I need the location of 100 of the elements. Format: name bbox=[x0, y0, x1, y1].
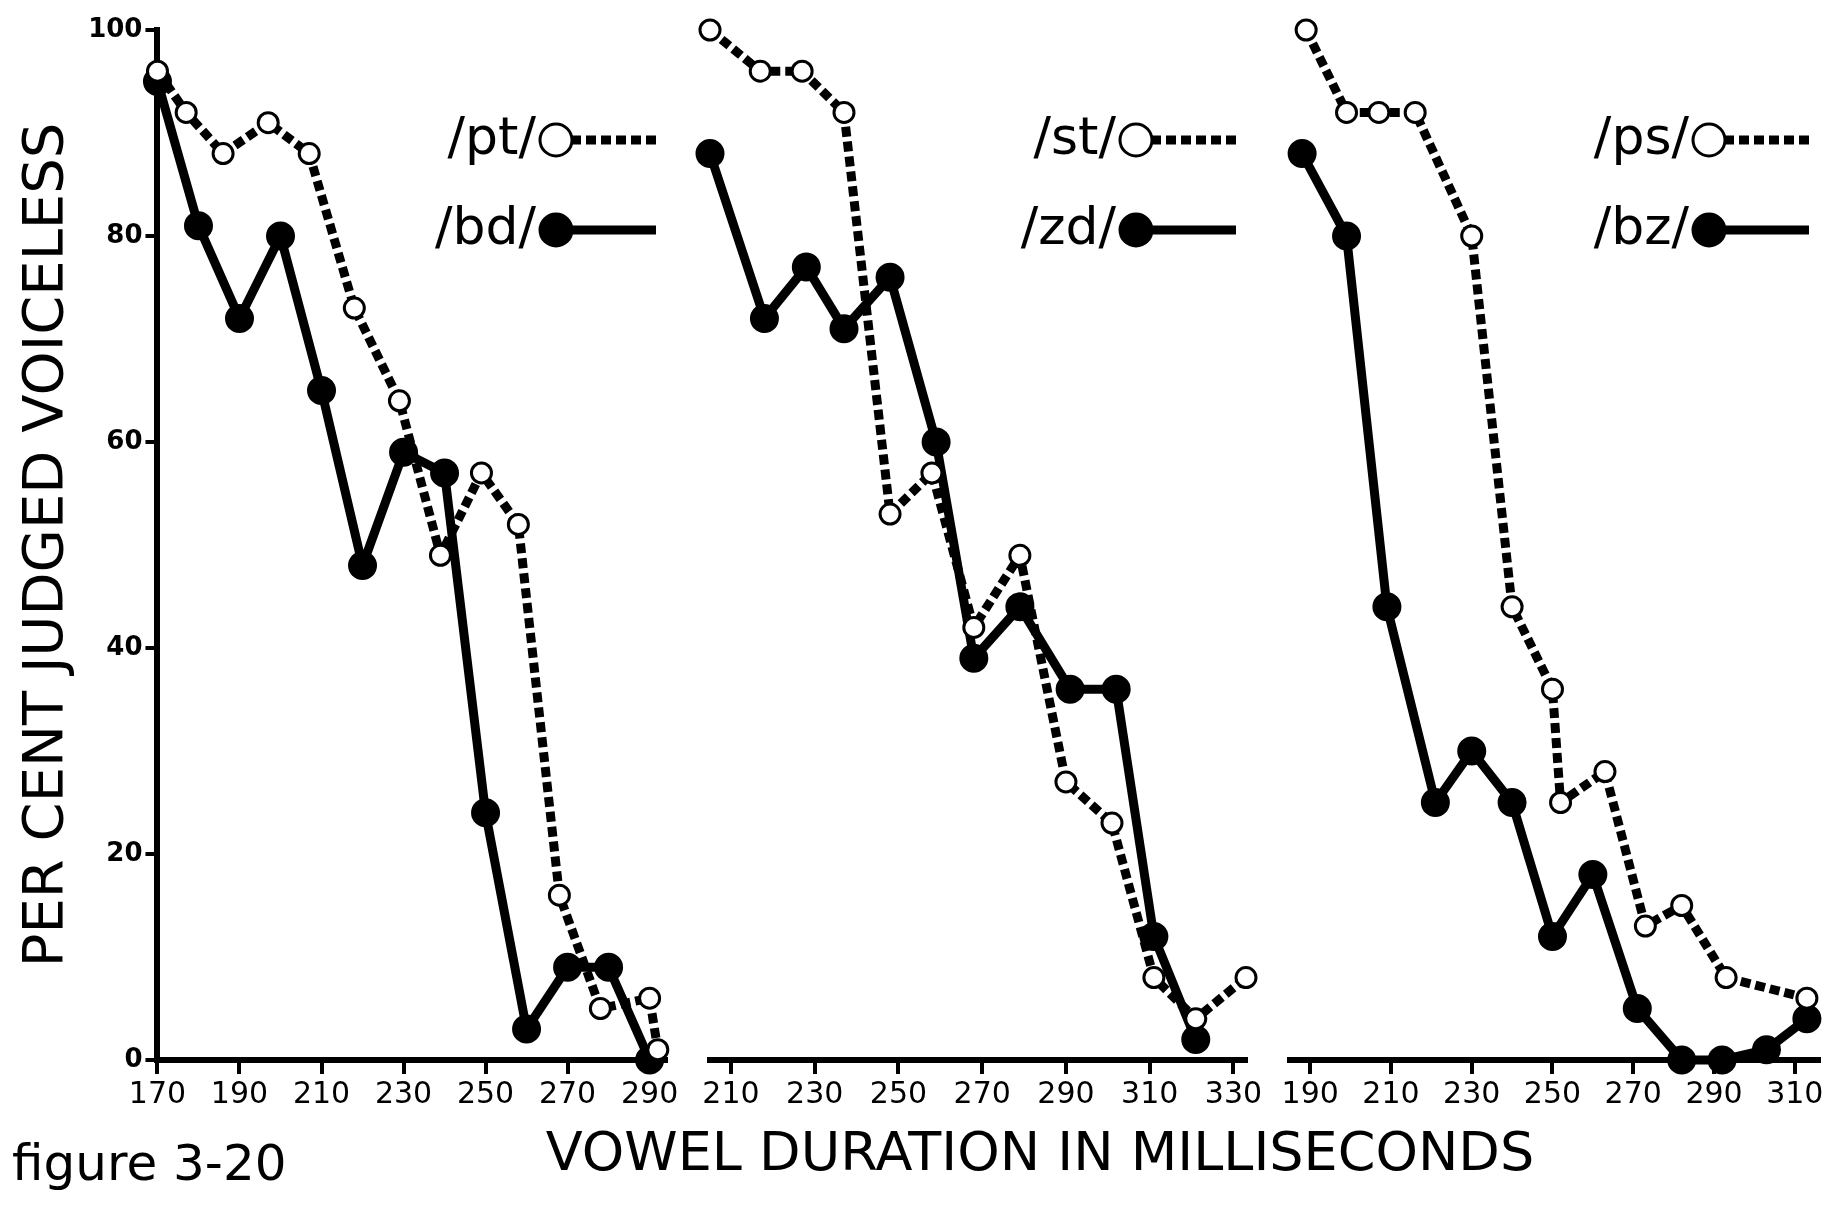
legend-label: /bz/ bbox=[1593, 195, 1690, 256]
x-tick-label: 290 bbox=[620, 1074, 679, 1110]
point bbox=[829, 314, 859, 344]
legend-label: /bd/ bbox=[434, 195, 537, 256]
point bbox=[1549, 791, 1573, 814]
point bbox=[428, 543, 452, 567]
y-tick-label: 60 bbox=[106, 424, 143, 455]
point bbox=[512, 1014, 542, 1044]
point bbox=[387, 389, 411, 413]
point bbox=[1714, 966, 1738, 990]
point bbox=[1578, 860, 1608, 890]
point bbox=[1667, 1045, 1697, 1075]
point bbox=[1100, 811, 1124, 835]
point bbox=[875, 262, 905, 292]
point bbox=[1622, 994, 1652, 1023]
point bbox=[1335, 100, 1359, 124]
x-tick-label: 210 bbox=[702, 1074, 760, 1110]
point bbox=[832, 100, 856, 124]
point bbox=[256, 111, 280, 135]
point bbox=[1403, 100, 1427, 124]
point bbox=[1460, 224, 1484, 248]
point bbox=[430, 458, 460, 488]
caption: figure 3-20 bbox=[12, 1133, 287, 1192]
x-tick-label: 170 bbox=[128, 1074, 187, 1110]
point bbox=[211, 142, 235, 166]
x-tick-label: 270 bbox=[953, 1074, 1011, 1110]
legend-label: /zd/ bbox=[1020, 195, 1117, 256]
point bbox=[297, 142, 321, 166]
point bbox=[878, 502, 902, 526]
point bbox=[695, 139, 725, 169]
point bbox=[1633, 914, 1657, 938]
point bbox=[1234, 966, 1258, 990]
x-tick-label: 250 bbox=[1523, 1074, 1582, 1110]
point bbox=[749, 303, 779, 333]
legend-label: /ps/ bbox=[1593, 105, 1690, 166]
point bbox=[1142, 966, 1166, 990]
point bbox=[1372, 592, 1402, 622]
point bbox=[183, 211, 213, 241]
point bbox=[1537, 921, 1567, 951]
point bbox=[920, 461, 944, 485]
point bbox=[1287, 139, 1317, 169]
point bbox=[224, 303, 254, 333]
point bbox=[1367, 100, 1391, 124]
point bbox=[174, 100, 198, 124]
y-tick-label: 100 bbox=[88, 12, 143, 43]
point bbox=[342, 296, 366, 320]
x-tick-label: 230 bbox=[1443, 1074, 1501, 1110]
point bbox=[547, 883, 571, 907]
y-axis-title: PER CENT JUDGED VOICELESS bbox=[10, 122, 76, 968]
point bbox=[506, 512, 530, 536]
point bbox=[1670, 894, 1694, 917]
point bbox=[1500, 595, 1524, 619]
point bbox=[638, 986, 662, 1010]
point bbox=[1184, 1007, 1208, 1031]
x-tick-label: 230 bbox=[786, 1074, 844, 1110]
point bbox=[1294, 18, 1318, 42]
point bbox=[307, 376, 337, 405]
point bbox=[1181, 1024, 1211, 1054]
point bbox=[1707, 1045, 1737, 1075]
x-tick-label: 290 bbox=[1685, 1074, 1743, 1110]
point bbox=[1008, 543, 1032, 567]
point bbox=[471, 798, 501, 828]
point bbox=[1792, 1004, 1822, 1034]
x-tick-label: 330 bbox=[1204, 1074, 1263, 1110]
point bbox=[1540, 677, 1564, 701]
y-tick-label: 20 bbox=[106, 836, 143, 867]
x-tick-label: 250 bbox=[869, 1074, 928, 1110]
point bbox=[348, 551, 378, 581]
point bbox=[959, 643, 989, 673]
legend-label: /pt/ bbox=[447, 105, 537, 166]
x-tick-label: 310 bbox=[1121, 1074, 1179, 1110]
x-axis-title: VOWEL DURATION IN MILLISECONDS bbox=[544, 1120, 1536, 1183]
point bbox=[1420, 788, 1450, 817]
point bbox=[1457, 736, 1487, 766]
x-tick-label: 210 bbox=[1362, 1074, 1420, 1110]
point bbox=[1593, 760, 1617, 784]
point bbox=[1101, 674, 1131, 704]
x-tick-label: 210 bbox=[292, 1074, 351, 1110]
y-tick-label: 80 bbox=[106, 218, 143, 249]
point bbox=[790, 59, 814, 83]
point bbox=[1332, 221, 1362, 251]
point bbox=[1752, 1035, 1781, 1065]
x-tick-label: 230 bbox=[374, 1074, 433, 1110]
point bbox=[594, 952, 624, 982]
point bbox=[1497, 788, 1527, 817]
point bbox=[921, 427, 951, 457]
point bbox=[1795, 986, 1819, 1010]
point bbox=[791, 252, 821, 282]
point bbox=[588, 997, 612, 1020]
x-tick-label: 190 bbox=[1281, 1074, 1339, 1110]
x-tick-label: 190 bbox=[210, 1074, 269, 1110]
point bbox=[266, 221, 295, 251]
point bbox=[553, 952, 583, 982]
point bbox=[1055, 674, 1085, 704]
x-tick-label: 290 bbox=[1037, 1074, 1095, 1110]
point bbox=[748, 59, 772, 83]
point bbox=[698, 18, 722, 42]
point bbox=[145, 59, 169, 83]
x-tick-label: 250 bbox=[456, 1074, 515, 1110]
point bbox=[1054, 770, 1078, 794]
